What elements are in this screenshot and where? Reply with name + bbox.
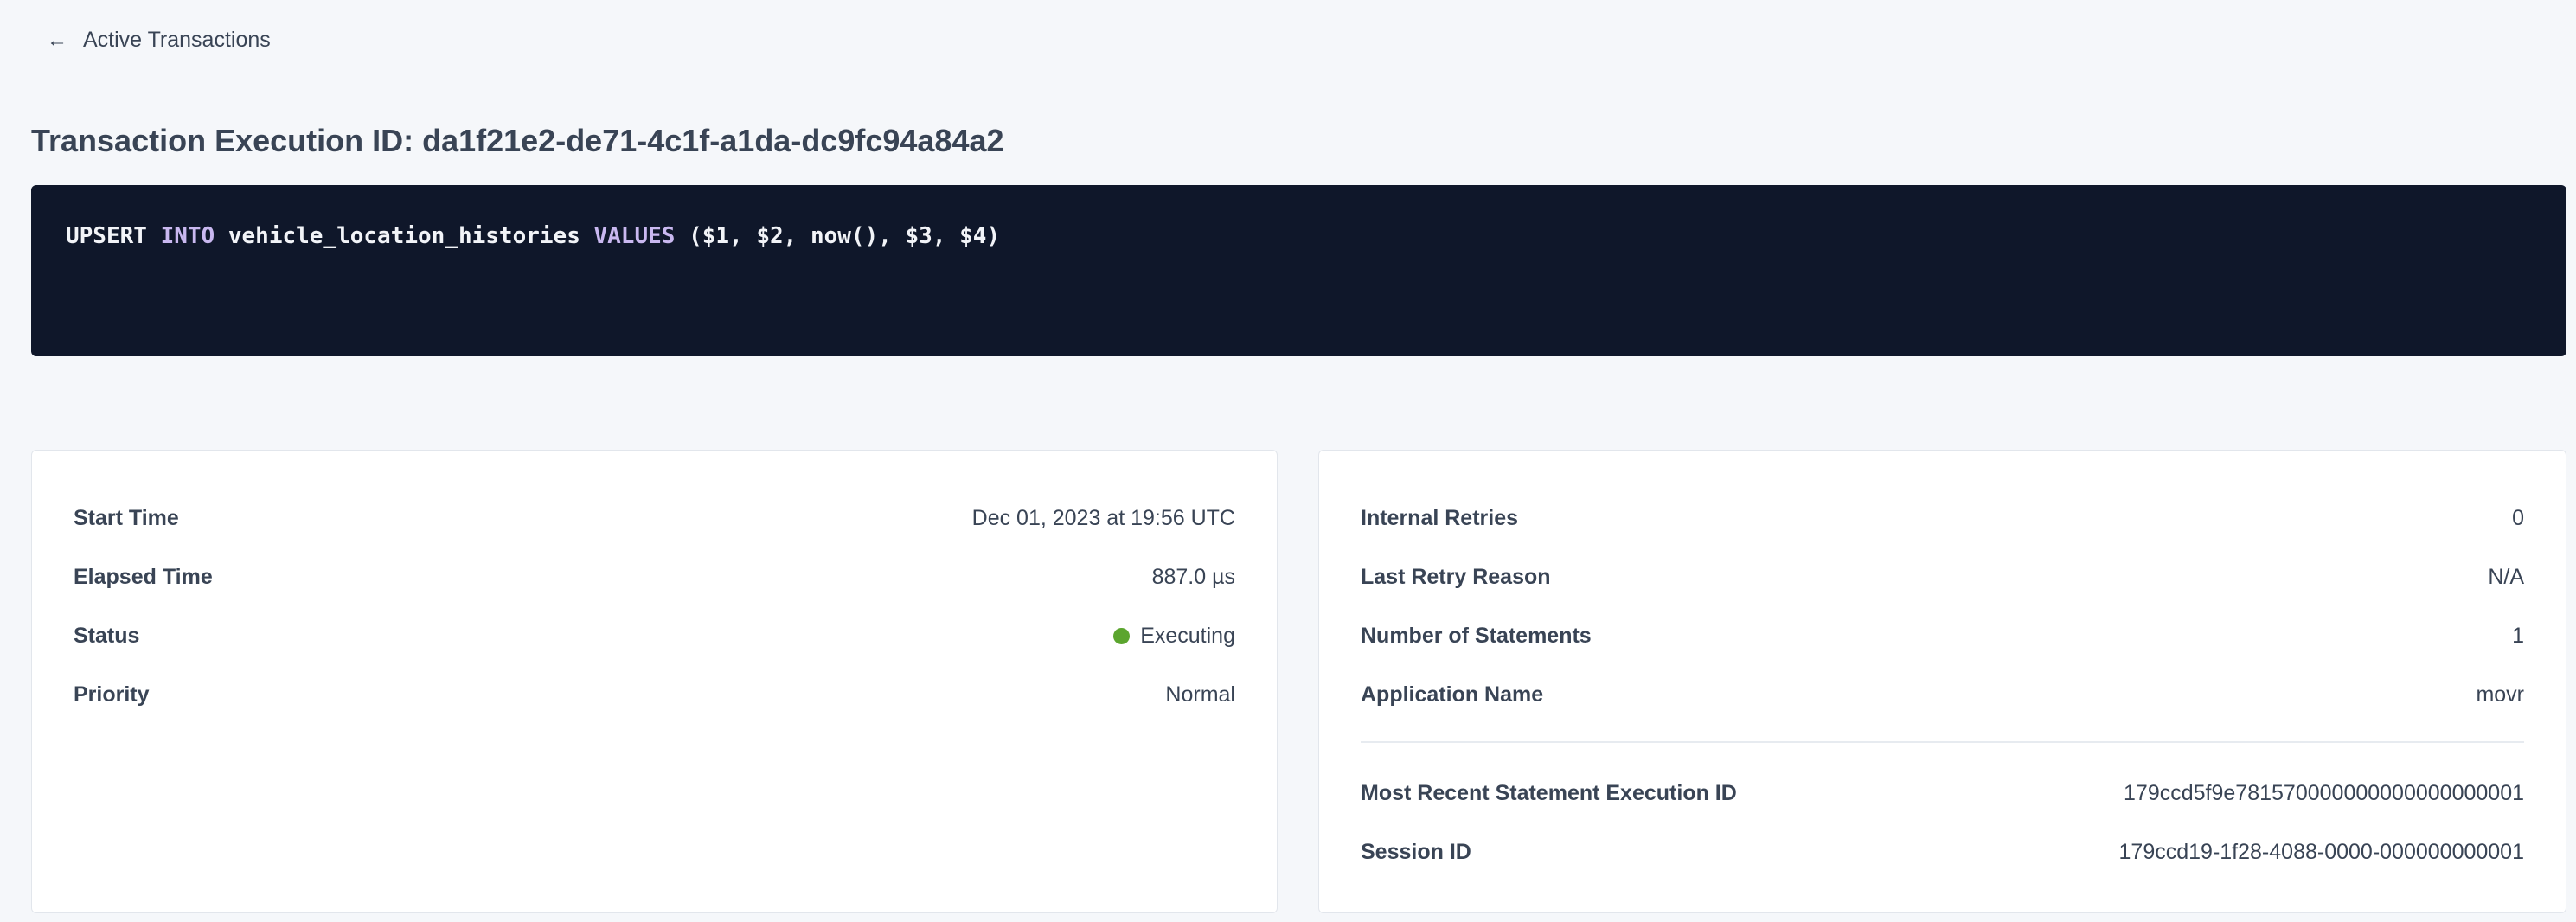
row-value: 0 (2512, 505, 2524, 530)
row-label: Priority (74, 682, 150, 707)
row-value: movr (2476, 682, 2524, 707)
sql-text: UPSERT (66, 223, 161, 249)
status-row: Status Executing (74, 606, 1235, 665)
start-time-row: Start Time Dec 01, 2023 at 19:56 UTC (74, 489, 1235, 547)
sql-text: vehicle_location_histories (215, 223, 594, 249)
sql-text: ($1, $2, now(), $3, $4) (675, 223, 1001, 249)
arrow-left-icon: ← (47, 28, 67, 52)
session-id-row: Session ID 179ccd19-1f28-4088-0000-00000… (1361, 823, 2524, 881)
page-title: Transaction Execution ID: da1f21e2-de71-… (31, 123, 1004, 158)
statement-execution-id-row: Most Recent Statement Execution ID 179cc… (1361, 764, 2524, 823)
number-of-statements-row: Number of Statements 1 (1361, 606, 2524, 665)
sql-keyword: INTO (160, 223, 215, 249)
row-value: 1 (2512, 623, 2524, 648)
transaction-summary-card: Start Time Dec 01, 2023 at 19:56 UTC Ela… (31, 450, 1278, 913)
row-label: Status (74, 623, 140, 648)
row-label: Last Retry Reason (1361, 564, 1551, 589)
status-text: Executing (1140, 623, 1235, 648)
row-label: Session ID (1361, 839, 1471, 864)
row-label: Application Name (1361, 682, 1544, 707)
statement-execution-id-link[interactable]: 179ccd5f9e781570000000000000000001 (2124, 780, 2524, 805)
sql-keyword: VALUES (593, 223, 676, 249)
row-value: Normal (1165, 682, 1235, 707)
internal-retries-row: Internal Retries 0 (1361, 489, 2524, 547)
last-retry-reason-row: Last Retry Reason N/A (1361, 547, 2524, 606)
status-badge: Executing (1113, 624, 1235, 649)
session-id-link[interactable]: 179ccd19-1f28-4088-0000-000000000001 (2118, 839, 2524, 864)
divider (1361, 741, 2524, 743)
sql-statement-block: UPSERT INTO vehicle_location_histories V… (31, 185, 2566, 356)
back-link-label: Active Transactions (83, 28, 271, 52)
status-dot-icon (1113, 627, 1131, 644)
transaction-details-card: Internal Retries 0 Last Retry Reason N/A… (1318, 450, 2566, 913)
back-to-active-transactions-link[interactable]: ← Active Transactions (47, 28, 271, 53)
row-label: Start Time (74, 505, 179, 530)
row-value: Dec 01, 2023 at 19:56 UTC (971, 505, 1235, 530)
row-value: N/A (2488, 564, 2524, 589)
row-label: Most Recent Statement Execution ID (1361, 780, 1737, 805)
row-label: Internal Retries (1361, 505, 1519, 530)
row-label: Number of Statements (1361, 623, 1592, 648)
row-label: Elapsed Time (74, 564, 213, 589)
row-value: 887.0 µs (1151, 564, 1235, 589)
elapsed-time-row: Elapsed Time 887.0 µs (74, 547, 1235, 606)
priority-row: Priority Normal (74, 665, 1235, 724)
application-name-row: Application Name movr (1361, 665, 2524, 724)
